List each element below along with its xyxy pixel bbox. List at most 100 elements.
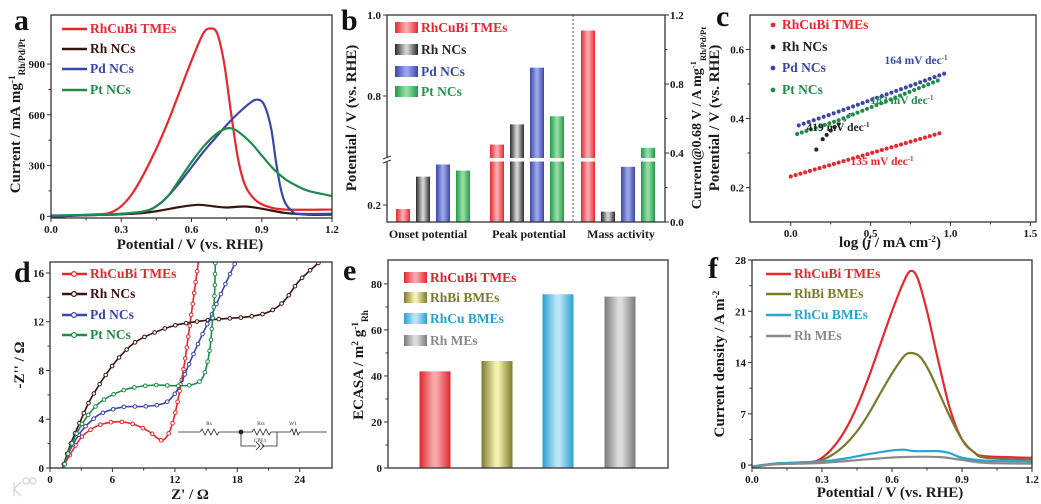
data-point xyxy=(69,441,75,446)
bar xyxy=(601,211,615,222)
panel-e: e 0 20 40 60 80 RhCuBi TMEs RhBi BMEs RhCu BMEs R… xyxy=(343,254,669,475)
x-tick-label: 6 xyxy=(110,474,116,486)
axis-label-part: Potential / V (vs. RHE) xyxy=(817,485,964,501)
legend-swatch xyxy=(404,335,427,346)
data-point xyxy=(177,388,182,394)
data-point xyxy=(200,331,205,337)
data-point xyxy=(840,107,847,113)
plot-area xyxy=(752,269,1032,468)
legend-label: Rh NCs xyxy=(90,286,135,301)
axis-label-part: Current density / A m xyxy=(712,298,728,437)
data-point xyxy=(238,315,244,320)
data-point xyxy=(824,132,830,138)
data-point xyxy=(874,148,880,154)
data-point xyxy=(908,83,914,89)
axis-label-part: Potential / V (vs. RHE) xyxy=(707,45,723,192)
x-tick-label: 0.3 xyxy=(114,224,128,236)
y-tick-label: 900 xyxy=(29,59,46,71)
axis-label-part: ) xyxy=(936,235,941,251)
data-point xyxy=(154,402,160,408)
legend-item: Pt NCs xyxy=(62,327,131,342)
data-point xyxy=(855,154,861,160)
y-tick-label: 0.8 xyxy=(367,91,381,103)
data-point xyxy=(802,169,808,175)
panel-c: c 0.0 0.5 1.0 1.5 0.2 0.4 0.6 RhCuBi TMEs Rh NCs P… xyxy=(707,0,1038,251)
axis-label-part: Rh xyxy=(361,309,371,322)
legend-swatch xyxy=(395,44,418,55)
axis-label-part: Current@0.68 V / A mg xyxy=(690,68,705,209)
data-point xyxy=(205,359,210,364)
data-point xyxy=(197,379,202,384)
data-point xyxy=(883,98,889,104)
watermark-logo xyxy=(13,477,37,497)
legend-label: Rh NCs xyxy=(90,41,135,56)
y-axis-label: Current / mA mg-1Rh/Pd/Pt xyxy=(8,38,28,193)
y-axis-label: Current density / A m-2 xyxy=(712,290,728,437)
bar xyxy=(396,209,410,222)
legend-item: Pd NCs xyxy=(62,307,134,322)
category-label: Mass activity xyxy=(587,227,655,241)
x-tick-label: 0.5 xyxy=(864,228,878,240)
bar xyxy=(581,30,595,223)
data-point xyxy=(65,451,71,456)
data-point xyxy=(927,76,933,82)
data-point xyxy=(111,391,116,397)
panel-letter: a xyxy=(14,4,29,37)
axis-label-part: -1 xyxy=(688,61,698,68)
data-point xyxy=(223,281,228,287)
data-point xyxy=(854,110,861,116)
y-tick-label: 0.8 xyxy=(670,79,684,91)
bar xyxy=(510,124,524,222)
axis-label-part: j xyxy=(865,235,872,251)
y-axis-label: ECASA / m2 g-1Rh xyxy=(351,309,371,420)
legend-label: RhCuBi TMEs xyxy=(421,20,507,35)
y-tick-label: 0 xyxy=(377,463,383,475)
axis-label-part: Current / mA mg xyxy=(8,83,24,194)
data-point xyxy=(191,351,196,357)
legend-marker xyxy=(770,65,776,71)
data-point xyxy=(836,109,842,115)
legend-item: Rh NCs xyxy=(770,39,827,54)
bar xyxy=(456,170,470,222)
legend-label: Rh MEs xyxy=(794,328,842,343)
data-point xyxy=(182,372,188,377)
data-point xyxy=(850,112,856,118)
data-point xyxy=(826,162,832,168)
legend-item: RhCuBi TMEs xyxy=(395,20,507,35)
data-point xyxy=(821,114,827,120)
data-point xyxy=(898,86,904,92)
data-point xyxy=(888,96,894,102)
bar xyxy=(542,294,574,468)
data-point xyxy=(845,157,851,163)
data-point xyxy=(260,311,265,317)
legend-label: RhBi BMEs xyxy=(430,290,499,305)
data-point xyxy=(903,84,909,90)
data-point xyxy=(158,438,164,443)
legend-label: RhCuBi TMEs xyxy=(430,270,516,285)
legend-marker xyxy=(770,22,776,28)
circuit-label: Rs xyxy=(206,421,212,427)
legend-label: Rh NCs xyxy=(421,42,466,57)
legend-item: RhBi BMEs xyxy=(766,286,863,301)
data-point xyxy=(149,431,155,437)
data-point xyxy=(249,313,255,319)
axis-label-part: -1 xyxy=(8,75,18,83)
data-point xyxy=(83,423,88,429)
data-point xyxy=(299,275,305,281)
data-point xyxy=(209,326,215,332)
y-tick-label: 1.2 xyxy=(670,10,684,22)
y-tick-label: 0.2 xyxy=(730,183,744,195)
axis-label-part: ECASA / m xyxy=(351,345,367,420)
data-point xyxy=(801,121,807,127)
data-point xyxy=(888,90,894,96)
data-point xyxy=(140,425,146,431)
data-point xyxy=(164,399,170,404)
plot-frame xyxy=(387,259,669,469)
bar xyxy=(550,116,564,222)
slope-annotation: 183 mV dec-1 xyxy=(870,94,934,107)
legend-item: RhCu BMEs xyxy=(404,311,504,326)
series-line xyxy=(51,98,332,218)
x-axis-label: Potential / V (vs. RHE) xyxy=(117,237,264,253)
panel-letter: c xyxy=(716,0,729,33)
data-point xyxy=(166,431,172,436)
